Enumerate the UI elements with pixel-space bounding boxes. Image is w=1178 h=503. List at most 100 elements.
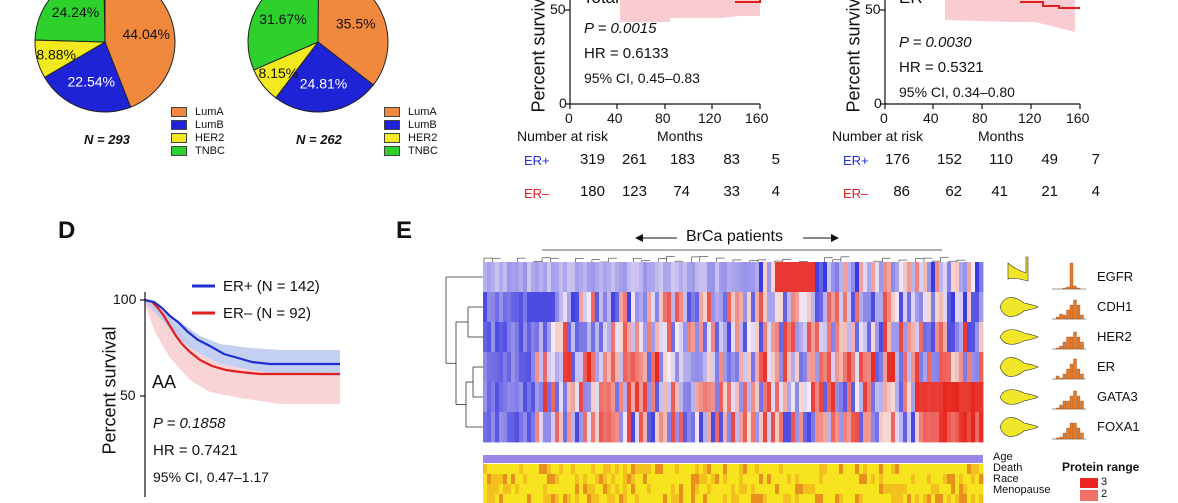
annot-cell	[695, 484, 700, 495]
heatmap-cell	[919, 382, 924, 413]
annot-cell	[923, 464, 928, 475]
heatmap-cell	[875, 322, 880, 353]
annot-cell	[959, 494, 964, 503]
heatmap-cell	[963, 352, 968, 383]
annot-cell	[927, 494, 932, 503]
heatmap-cell	[515, 352, 520, 383]
heatmap-cell	[639, 412, 644, 443]
heatmap-cell	[567, 412, 572, 443]
heatmap-cell	[807, 262, 812, 293]
annot-cell	[903, 494, 908, 503]
heatmap-cell	[935, 292, 940, 323]
heatmap-cell	[499, 322, 504, 353]
heatmap-cell	[759, 382, 764, 413]
km-aa-plot	[140, 284, 340, 497]
annot-cell	[815, 464, 820, 475]
annot-cell	[771, 484, 776, 495]
annot-cell	[627, 484, 632, 495]
annot-cell	[643, 464, 648, 475]
heatmap-cell	[855, 292, 860, 323]
annot-cell	[579, 474, 584, 485]
annot-cell	[919, 474, 924, 485]
heatmap-cell	[703, 262, 708, 293]
heatmap-cell	[583, 292, 588, 323]
km-er-ern-label: ER–	[843, 186, 869, 201]
annot-cell	[583, 494, 588, 503]
heatmap-cell	[955, 292, 960, 323]
heatmap-cell	[699, 262, 704, 293]
heatmap-cell	[755, 262, 760, 293]
annot-cell	[839, 484, 844, 495]
heatmap-cell	[735, 292, 740, 323]
hist-bar	[1080, 432, 1084, 440]
annot-cell	[799, 484, 804, 495]
annot-cell	[595, 494, 600, 503]
annot-cell	[779, 484, 784, 495]
heatmap-cell	[703, 352, 708, 383]
heatmap-cell	[791, 382, 796, 413]
heatmap-cell	[971, 292, 976, 323]
annot-cell	[795, 494, 800, 503]
annot-cell	[719, 484, 724, 495]
annot-cell	[595, 464, 600, 475]
annot-cell	[679, 494, 684, 503]
heatmap-cell	[647, 412, 652, 443]
heatmap-cell	[927, 412, 932, 443]
heatmap-cell	[647, 292, 652, 323]
annot-cell	[747, 474, 752, 485]
heatmap-cell	[791, 412, 796, 443]
pie1-label-her2: 8.88%	[36, 46, 76, 62]
annot-cell	[835, 464, 840, 475]
heatmap-cell	[703, 412, 708, 443]
heatmap-cell	[795, 292, 800, 323]
annot-cell	[971, 464, 976, 475]
heatmap-cell	[675, 352, 680, 383]
annot-cell	[799, 474, 804, 485]
km-er-xt0: 0	[880, 110, 888, 126]
heatmap-cell	[919, 262, 924, 293]
annot-cell	[923, 484, 928, 495]
heatmap-cell	[731, 292, 736, 323]
km-total-plot	[565, 0, 761, 109]
heatmap-cell	[899, 322, 904, 353]
heatmap-cell	[507, 322, 512, 353]
heatmap-cell	[735, 352, 740, 383]
heatmap-cell	[635, 352, 640, 383]
annot-cell	[907, 464, 912, 475]
heatmap-cell	[579, 322, 584, 353]
annot-cell	[703, 484, 708, 495]
km-aa-ylabel: Percent survival	[99, 326, 120, 455]
heatmap-cell	[927, 382, 932, 413]
hist-bar	[1059, 404, 1063, 410]
km-total-xt4: 160	[745, 110, 769, 126]
km-er-erp-n4: 7	[1091, 151, 1100, 168]
heatmap-cell	[879, 322, 884, 353]
annot-cell	[971, 494, 976, 503]
heatmap-cell	[903, 412, 908, 443]
heatmap-cell	[979, 292, 984, 323]
heatmap-cell	[503, 352, 508, 383]
heatmap-cell	[671, 382, 676, 413]
annot-cell	[647, 474, 652, 485]
heatmap-cell	[607, 382, 612, 413]
annot-cell	[603, 494, 608, 503]
heatmap-cell	[851, 262, 856, 293]
annot-cell	[763, 474, 768, 485]
heatmap-cell	[511, 262, 516, 293]
hist-bar	[1066, 286, 1070, 290]
annot-cell	[903, 484, 908, 495]
heatmap-cell	[735, 412, 740, 443]
heatmap-cell	[815, 352, 820, 383]
annot-cell	[819, 464, 824, 475]
heatmap-cell	[591, 262, 596, 293]
km-er-ern-n0: 86	[893, 183, 910, 200]
protein-range-2: 2	[1101, 488, 1108, 500]
annot-cell	[659, 474, 664, 485]
annot-cell	[819, 494, 824, 503]
annot-cell	[711, 464, 716, 475]
heatmap-cell	[571, 292, 576, 323]
annot-cell	[931, 494, 936, 503]
heatmap-cell	[943, 292, 948, 323]
heatmap-cell	[691, 382, 696, 413]
annot-cell	[611, 484, 616, 495]
